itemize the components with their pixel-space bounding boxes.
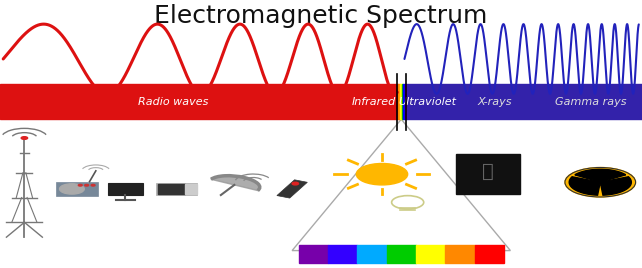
Bar bbox=[400, 84, 402, 119]
Bar bbox=[406, 84, 642, 119]
Bar bbox=[405, 84, 406, 119]
Polygon shape bbox=[569, 177, 600, 195]
Circle shape bbox=[91, 184, 95, 186]
Circle shape bbox=[21, 137, 28, 139]
Polygon shape bbox=[211, 176, 260, 191]
Bar bbox=[416, 245, 446, 263]
Text: Ultraviolet: Ultraviolet bbox=[398, 97, 456, 107]
Bar bbox=[398, 84, 400, 119]
Circle shape bbox=[85, 184, 89, 186]
Polygon shape bbox=[277, 180, 308, 198]
Bar bbox=[158, 184, 185, 194]
Bar bbox=[328, 245, 357, 263]
Bar bbox=[185, 184, 196, 194]
Bar bbox=[402, 84, 403, 119]
Circle shape bbox=[78, 184, 82, 186]
Text: Electromagnetic Spectrum: Electromagnetic Spectrum bbox=[154, 4, 488, 28]
Circle shape bbox=[565, 168, 636, 197]
Bar bbox=[108, 183, 143, 195]
Text: Infrared: Infrared bbox=[352, 97, 396, 107]
Text: 🤚: 🤚 bbox=[482, 162, 494, 181]
Circle shape bbox=[594, 180, 607, 185]
Bar bbox=[386, 245, 416, 263]
Polygon shape bbox=[575, 169, 626, 180]
Bar bbox=[299, 245, 328, 263]
Bar bbox=[357, 245, 386, 263]
Circle shape bbox=[292, 182, 299, 185]
Circle shape bbox=[356, 163, 408, 185]
Bar bbox=[403, 84, 404, 119]
Bar bbox=[474, 245, 504, 263]
Circle shape bbox=[60, 184, 84, 194]
Bar bbox=[155, 183, 198, 195]
Text: Gamma rays: Gamma rays bbox=[555, 97, 627, 107]
Text: X-rays: X-rays bbox=[477, 97, 512, 107]
Bar bbox=[397, 84, 398, 119]
Bar bbox=[0, 84, 397, 119]
Bar bbox=[456, 154, 520, 194]
Bar bbox=[56, 182, 98, 196]
Bar bbox=[446, 245, 474, 263]
Polygon shape bbox=[601, 177, 631, 195]
Text: Radio waves: Radio waves bbox=[138, 97, 209, 107]
